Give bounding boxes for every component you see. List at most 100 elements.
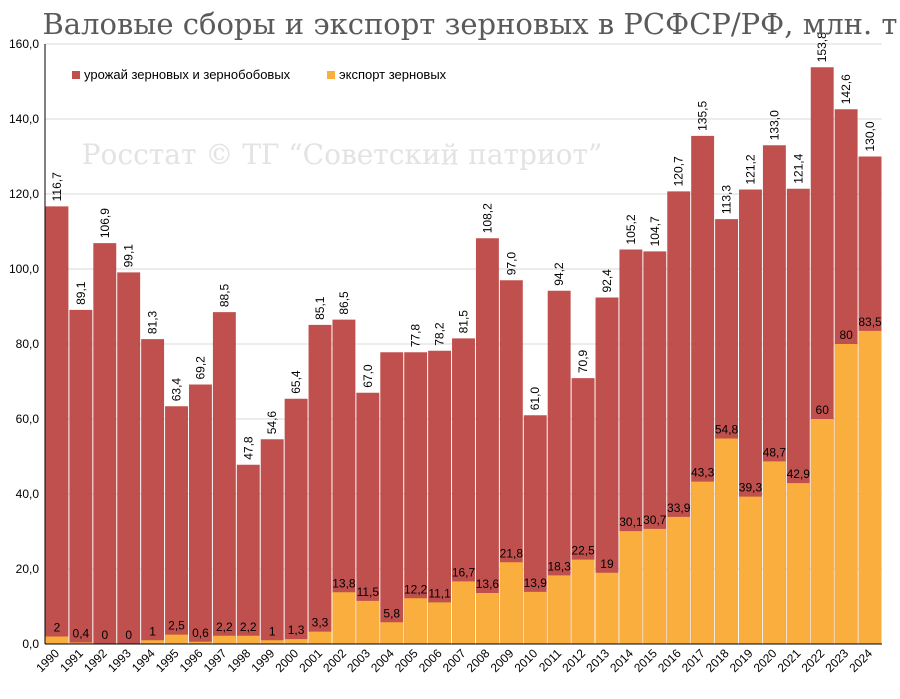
label-harvest-1992: 106,9 — [98, 208, 112, 238]
bar-export-1998 — [236, 635, 260, 644]
bar-export-1996 — [188, 641, 212, 644]
bar-harvest-2004 — [380, 352, 404, 644]
label-export-1993: 0 — [125, 628, 132, 642]
label-export-2017: 43,3 — [691, 466, 715, 480]
label-export-2020: 48,7 — [763, 445, 787, 459]
label-export-2005: 12,2 — [404, 582, 428, 596]
label-harvest-2003: 67,0 — [361, 364, 375, 388]
label-harvest-1993: 99,1 — [122, 244, 136, 268]
bar-export-2009 — [499, 562, 523, 644]
watermark-text: Росстат © ТГ “Советский патриот” — [82, 138, 603, 171]
bar-harvest-1996 — [188, 384, 212, 644]
chart-title: Валовые сборы и экспорт зерновых в РСФСР… — [43, 7, 898, 41]
label-harvest-1991: 89,1 — [74, 281, 88, 305]
bar-harvest-2008 — [475, 238, 499, 644]
bar-export-2017 — [691, 481, 715, 644]
label-harvest-1999: 54,6 — [265, 411, 279, 435]
label-harvest-1990: 116,7 — [50, 172, 64, 201]
bar-export-2003 — [356, 600, 380, 644]
label-harvest-2001: 85,1 — [313, 296, 327, 320]
bar-export-2023 — [834, 344, 858, 644]
bar-export-1994 — [141, 640, 165, 644]
label-harvest-2021: 121,4 — [791, 153, 805, 183]
bar-export-2021 — [786, 483, 810, 644]
label-export-1996: 0,6 — [192, 626, 209, 640]
label-harvest-2002: 86,5 — [337, 291, 351, 315]
bar-harvest-2001 — [308, 324, 332, 644]
label-export-2011: 18,3 — [547, 559, 571, 573]
legend-label-harvest: урожай зерновых и зернобобовых — [84, 67, 291, 82]
bar-harvest-1992 — [93, 243, 117, 644]
bar-harvest-2011 — [547, 290, 571, 644]
data-labels: 116,7289,10,4106,9099,1081,3163,42,569,2… — [50, 32, 882, 642]
bar-export-2001 — [308, 631, 332, 644]
label-export-1990: 2 — [54, 621, 61, 635]
label-export-2023: 80 — [839, 328, 853, 342]
bar-harvest-2000 — [284, 398, 308, 644]
label-export-2016: 33,9 — [667, 501, 691, 515]
label-export-2019: 39,3 — [739, 481, 763, 495]
bar-export-2016 — [667, 516, 691, 644]
bar-harvest-2009 — [499, 280, 523, 644]
bar-export-2022 — [810, 419, 834, 644]
label-export-1995: 2,5 — [168, 619, 185, 633]
bar-harvest-2002 — [332, 319, 356, 644]
bar-export-2004 — [380, 622, 404, 644]
label-harvest-1997: 88,5 — [217, 283, 231, 307]
label-harvest-2010: 61,0 — [528, 387, 542, 411]
label-export-2022: 60 — [816, 403, 830, 417]
label-export-2007: 16,7 — [452, 565, 476, 579]
bar-export-2015 — [643, 528, 667, 644]
y-tick-label: 40,0 — [16, 487, 40, 501]
bar-harvest-1993 — [117, 272, 141, 644]
label-export-1994: 1 — [149, 624, 156, 638]
bar-harvest-2005 — [404, 352, 428, 644]
label-harvest-2022: 153,8 — [815, 32, 829, 62]
label-export-2009: 21,8 — [500, 546, 524, 560]
bar-harvest-1999 — [260, 439, 284, 644]
bar-export-2011 — [547, 575, 571, 644]
bar-harvest-2007 — [452, 338, 475, 644]
label-export-2001: 3,3 — [312, 616, 329, 630]
label-harvest-1996: 69,2 — [193, 356, 207, 380]
label-harvest-2016: 120,7 — [672, 156, 686, 186]
label-export-2018: 54,8 — [715, 423, 739, 437]
bar-harvest-1990 — [45, 206, 69, 644]
y-tick-label: 100,0 — [9, 262, 39, 276]
bar-harvest-1998 — [236, 464, 260, 644]
label-export-2004: 5,8 — [383, 606, 400, 620]
label-harvest-2013: 92,4 — [600, 269, 614, 293]
label-export-1992: 0 — [101, 628, 108, 642]
label-export-2000: 1,3 — [288, 623, 305, 637]
label-harvest-2006: 78,2 — [433, 322, 447, 346]
bar-export-1995 — [165, 634, 188, 644]
label-harvest-2018: 113,3 — [720, 185, 734, 214]
y-tick-label: 0,0 — [22, 637, 39, 651]
legend-swatch-harvest — [72, 71, 80, 79]
bar-export-2006 — [428, 602, 452, 644]
bar-harvest-2003 — [356, 392, 380, 644]
bar-export-2000 — [284, 639, 308, 644]
bar-harvest-1995 — [165, 406, 188, 644]
y-tick-label: 60,0 — [16, 412, 40, 426]
label-export-2024: 83,5 — [858, 315, 882, 329]
bars — [45, 67, 882, 644]
label-harvest-2015: 104,7 — [648, 216, 662, 246]
bar-harvest-1997 — [212, 312, 236, 644]
y-tick-label: 80,0 — [16, 337, 40, 351]
label-export-2003: 11,5 — [357, 585, 380, 599]
bar-export-2012 — [571, 559, 595, 644]
label-harvest-2020: 133,0 — [767, 110, 781, 140]
label-harvest-2014: 105,2 — [624, 214, 638, 244]
label-harvest-2007: 81,5 — [457, 310, 471, 334]
label-export-1999: 1 — [269, 624, 276, 638]
label-export-2006: 11,1 — [428, 586, 451, 600]
label-export-2008: 13,6 — [476, 577, 500, 591]
bar-export-2020 — [762, 461, 786, 644]
label-export-2015: 30,7 — [643, 513, 667, 527]
legend-label-export: экспорт зерновых — [339, 67, 447, 82]
bar-export-2014 — [619, 531, 643, 644]
label-export-2012: 22,5 — [571, 544, 595, 558]
label-harvest-2000: 65,4 — [289, 370, 303, 394]
label-harvest-1995: 63,4 — [170, 378, 184, 402]
